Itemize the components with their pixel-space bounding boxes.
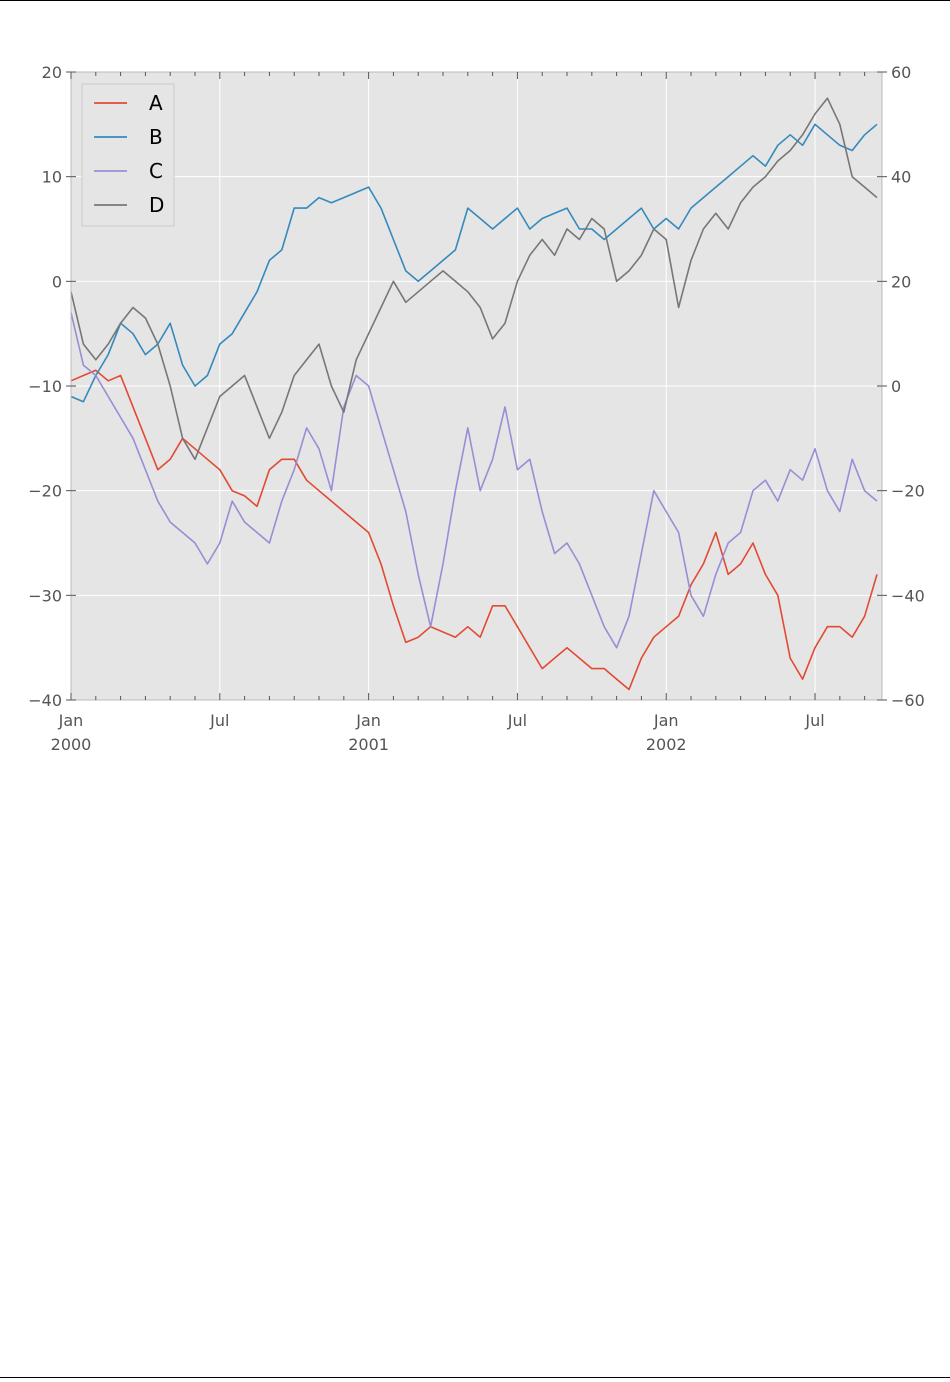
- y-left-tick-label: −30: [28, 586, 62, 605]
- y-right-tick-label: 0: [891, 377, 901, 396]
- x-tick-label: Jan: [355, 711, 381, 730]
- y-left-tick-label: −10: [28, 377, 62, 396]
- x-tick-label: Jul: [209, 711, 229, 730]
- x-tick-label: Jan: [58, 711, 84, 730]
- legend-label-C: C: [149, 159, 163, 183]
- legend-label-A: A: [149, 91, 163, 115]
- legend-label-B: B: [149, 125, 163, 149]
- series-line-B: [70, 123, 878, 403]
- y-left-tick-label: 20: [42, 63, 62, 82]
- y-left-tick-label: 0: [52, 272, 62, 291]
- legend-label-D: D: [149, 193, 164, 217]
- y-left-tick-label: 10: [42, 168, 62, 187]
- x-tick-label: Jul: [507, 711, 527, 730]
- series-line-C: [70, 312, 878, 649]
- x-tick-sublabel: 2000: [51, 735, 92, 754]
- y-right-tick-label: −60: [891, 691, 925, 710]
- y-right-tick-label: 60: [891, 63, 911, 82]
- line-chart: 20 10 0 −10 −20 −30 −40 60 40 20 0 −20 −40 −60 Jan 2000…: [28, 63, 925, 754]
- series-layer: [70, 97, 878, 691]
- y-right-tick-label: −40: [891, 586, 925, 605]
- x-tick-sublabel: 2002: [646, 735, 687, 754]
- legend-box: [81, 83, 175, 227]
- series-line-A: [70, 369, 878, 691]
- series-line-D: [70, 97, 878, 461]
- x-tick-label: Jan: [653, 711, 679, 730]
- page-bottom-rule: [0, 1377, 950, 1378]
- x-tick-sublabel: 2001: [348, 735, 389, 754]
- x-tick-label: Jul: [804, 711, 824, 730]
- y-right-tick-label: 40: [891, 168, 911, 187]
- y-left-tick-label: −20: [28, 482, 62, 501]
- y-right-tick-label: 20: [891, 272, 911, 291]
- y-right-tick-label: −20: [891, 482, 925, 501]
- axes: 20 10 0 −10 −20 −30 −40 60 40 20 0 −20 −40 −60 Jan 2000…: [28, 63, 925, 754]
- y-left-tick-label: −40: [28, 691, 62, 710]
- page-top-rule: [0, 0, 950, 1]
